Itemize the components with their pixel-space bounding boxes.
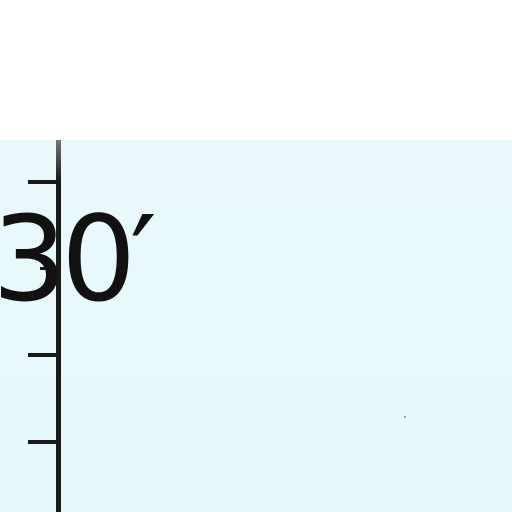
map-border-line-top <box>56 140 61 180</box>
graticule-tick-minor <box>40 267 58 270</box>
map-speck <box>404 416 406 418</box>
coordinate-label: 30′ <box>0 190 157 328</box>
graticule-tick <box>28 180 58 184</box>
map-area <box>0 140 512 512</box>
map-border-line <box>56 140 61 512</box>
graticule-tick <box>28 440 58 444</box>
graticule-tick <box>28 353 58 357</box>
